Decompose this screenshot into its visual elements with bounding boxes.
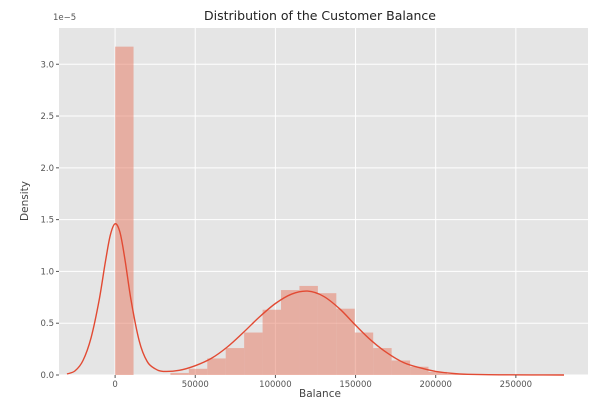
histogram-bars [115,46,484,375]
kde-curve [66,223,565,376]
histogram-bar [391,360,411,375]
histogram-bar [244,332,263,375]
y-tick-label: 0.0 [40,371,54,381]
histogram-bar [410,366,429,375]
y-axis-ticks: 0.0 0.5 1.0 1.5 2.0 2.5 3.0 [40,60,59,381]
y-tick-label: 3.0 [40,60,54,70]
histogram-bar [207,358,226,375]
x-tick-label: 0 [112,380,117,390]
x-axis-ticks: 0 50000 100000 150000 200000 250000 [112,375,532,390]
x-tick-label: 200000 [419,380,451,390]
y-tick-label: 1.0 [40,267,54,277]
x-tick-label: 50000 [182,380,209,390]
histogram-bar [373,348,392,375]
x-tick-label: 150000 [339,380,371,390]
chart-title: Distribution of the Customer Balance [204,8,436,23]
histogram-bar [188,368,208,375]
x-tick-label: 100000 [259,380,291,390]
histogram-bar [446,373,466,375]
y-tick-label: 2.5 [40,112,54,122]
grid-lines [59,28,588,376]
histogram-bar [336,308,355,375]
y-axis-label: Density [19,181,31,221]
y-tick-label: 0.5 [40,319,54,329]
y-tick-label: 1.5 [40,216,54,226]
x-axis-label: Balance [299,388,341,400]
histogram-bar [354,332,374,375]
histogram-bar [428,371,447,375]
histogram-bar [281,290,300,375]
histogram-bar [170,372,189,375]
histogram-bar [317,293,337,375]
y-scale-offset: 1e−5 [53,13,76,23]
histogram-bar [115,46,134,375]
y-tick-label: 2.0 [40,164,54,174]
histogram-bar [262,309,282,375]
histogram-bar [299,285,318,375]
histogram-bar [225,348,245,375]
x-tick-label: 250000 [500,380,532,390]
